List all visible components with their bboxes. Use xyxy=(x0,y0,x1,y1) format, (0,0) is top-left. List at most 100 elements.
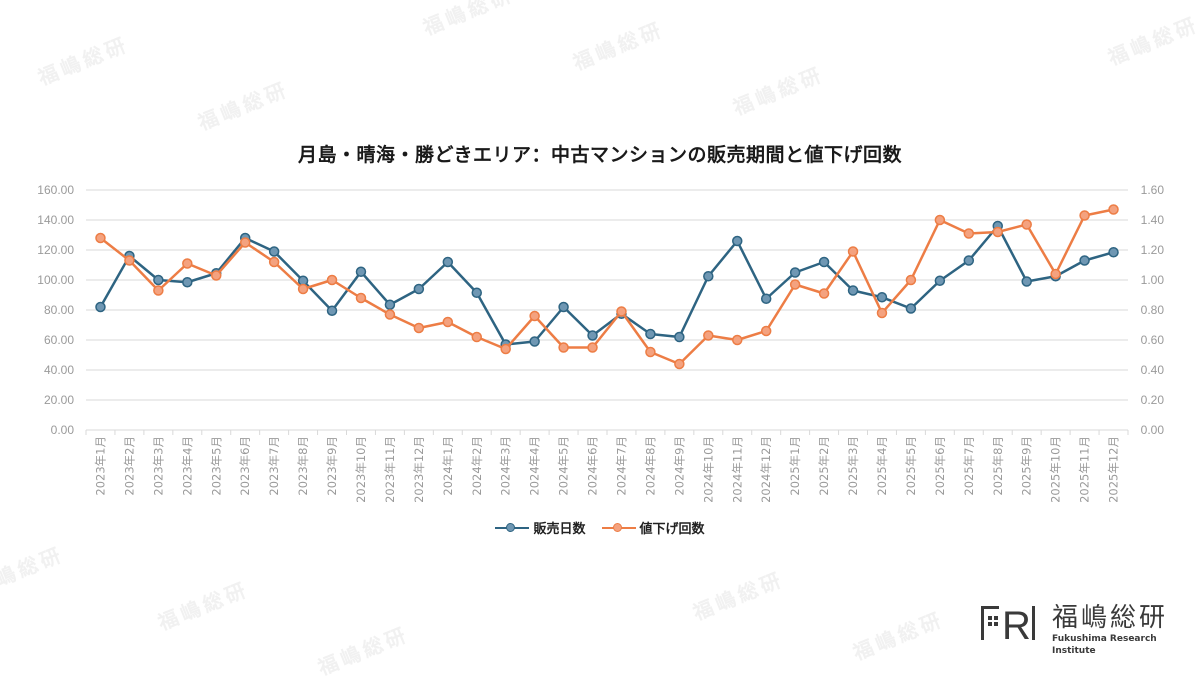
price-cuts-marker xyxy=(558,342,569,353)
y2-axis-tick-label: 0.80 xyxy=(1141,303,1165,317)
y2-axis-tick-label: 1.60 xyxy=(1141,183,1165,197)
legend-item-price-cuts: 値下げ回数 xyxy=(601,518,705,537)
sales-days-marker xyxy=(384,299,396,310)
sales-days-marker xyxy=(268,246,280,257)
sales-days-marker xyxy=(326,305,338,316)
logo-mark: R xyxy=(980,603,1044,643)
price-cuts-marker xyxy=(384,309,396,320)
price-cuts-marker xyxy=(153,285,164,296)
y-axis-tick-label: 140.00 xyxy=(37,213,74,227)
sales-days-marker xyxy=(529,336,540,347)
price-cuts-marker xyxy=(760,325,772,337)
sales-days-marker xyxy=(760,293,772,304)
price-cuts-marker xyxy=(963,228,975,239)
price-cuts-marker xyxy=(326,274,338,286)
y2-axis-tick-label: 0.00 xyxy=(1141,423,1165,437)
price-cuts-marker xyxy=(934,214,946,226)
price-cuts-marker xyxy=(732,334,743,346)
x-axis-tick-label: 2023年9月 xyxy=(325,436,339,496)
price-cuts-marker xyxy=(442,316,454,328)
x-axis-tick-label: 2025年2月 xyxy=(817,436,831,496)
x-axis-tick-label: 2025年6月 xyxy=(933,436,947,496)
y-axis-tick-label: 60.00 xyxy=(44,333,74,347)
y-axis-tick-label: 40.00 xyxy=(44,363,74,377)
price-cuts-marker xyxy=(413,322,425,334)
x-axis-tick-label: 2024年4月 xyxy=(528,436,542,496)
price-cuts-marker xyxy=(818,288,830,299)
price-cuts-marker xyxy=(211,270,222,281)
sales-days-marker xyxy=(789,267,801,278)
x-axis-tick-label: 2023年6月 xyxy=(238,436,252,496)
sales-days-marker xyxy=(847,285,859,296)
price-cuts-marker xyxy=(124,255,135,266)
sales-days-marker xyxy=(703,271,714,282)
price-cuts-marker xyxy=(587,342,598,353)
sales-days-marker xyxy=(732,235,743,247)
price-cuts-marker xyxy=(905,274,917,286)
price-cuts-marker xyxy=(297,283,309,295)
x-axis-tick-label: 2023年11月 xyxy=(383,436,397,503)
x-axis-tick-label: 2023年10月 xyxy=(354,436,368,503)
x-axis-tick-label: 2023年8月 xyxy=(296,436,310,496)
price-cuts-marker xyxy=(1021,219,1032,230)
sales-days-marker xyxy=(442,256,454,268)
logo-name-en: Fukushima Research Institute xyxy=(1052,634,1157,656)
y2-axis-tick-label: 1.00 xyxy=(1141,273,1165,287)
x-axis-tick-label: 2025年11月 xyxy=(1078,436,1092,503)
price-cuts-marker xyxy=(1050,268,1061,280)
price-cuts-marker xyxy=(268,256,280,268)
price-cuts-marker xyxy=(500,343,511,355)
y2-axis-tick-label: 0.60 xyxy=(1141,333,1165,347)
y-axis-tick-label: 160.00 xyxy=(37,183,74,197)
sales-days-marker xyxy=(1021,276,1032,287)
y2-axis-tick-label: 0.40 xyxy=(1141,363,1165,377)
sales-days-marker xyxy=(153,274,164,286)
sales-days-marker xyxy=(413,283,425,295)
sales-days-marker xyxy=(674,331,685,343)
legend-swatch-blue-icon xyxy=(495,522,530,534)
x-axis-tick-label: 2024年5月 xyxy=(557,436,571,496)
price-cuts-marker xyxy=(1108,204,1119,215)
legend-label: 値下げ回数 xyxy=(639,522,705,537)
svg-text:R: R xyxy=(1002,604,1032,643)
x-axis-tick-label: 2024年8月 xyxy=(643,436,657,496)
price-cuts-marker xyxy=(847,246,859,257)
fri-logo-icon: R xyxy=(981,604,1035,643)
price-cuts-marker xyxy=(182,258,193,269)
y2-axis-tick-label: 1.40 xyxy=(1141,213,1165,227)
x-axis-tick-label: 2023年3月 xyxy=(151,436,165,496)
x-axis-tick-label: 2023年2月 xyxy=(122,436,136,496)
x-axis-tick-label: 2024年2月 xyxy=(470,436,484,496)
y2-axis-tick-label: 1.20 xyxy=(1141,243,1165,257)
sales-days-marker xyxy=(95,301,106,313)
price-cuts-marker xyxy=(703,330,714,341)
sales-days-marker xyxy=(471,287,482,298)
y2-axis-tick-label: 0.20 xyxy=(1141,393,1165,407)
sales-days-marker xyxy=(1079,255,1090,266)
chart-title: 月島・晴海・勝どきエリア：中古マンションの販売期間と値下げ回数 xyxy=(298,144,902,166)
sales-days-marker xyxy=(645,328,656,340)
price-cuts-marker xyxy=(616,306,627,317)
x-axis-tick-label: 2025年4月 xyxy=(875,436,889,496)
x-axis-tick-label: 2025年8月 xyxy=(991,436,1005,496)
x-axis-tick-label: 2023年1月 xyxy=(93,436,107,496)
price-cuts-marker xyxy=(355,292,367,304)
price-cuts-line xyxy=(99,208,1114,366)
chart-legend: 販売日数 値下げ回数 xyxy=(0,518,1200,537)
y-axis-tick-label: 100.00 xyxy=(37,273,74,287)
logo-name-jp: 福嶋総研 xyxy=(1052,603,1169,633)
x-axis-tick-label: 2024年6月 xyxy=(586,436,600,496)
x-axis-tick-label: 2024年11月 xyxy=(730,436,744,503)
sales-days-marker xyxy=(963,255,975,266)
x-axis-tick-label: 2023年5月 xyxy=(209,436,223,496)
x-axis-tick-label: 2023年12月 xyxy=(412,436,426,503)
x-axis-tick-label: 2024年7月 xyxy=(614,436,628,496)
x-axis-tick-label: 2025年5月 xyxy=(904,436,918,496)
price-cuts-marker xyxy=(1079,210,1090,221)
price-cuts-marker xyxy=(529,310,540,322)
price-cuts-marker xyxy=(645,346,656,358)
price-cuts-marker xyxy=(674,358,685,370)
x-axis-tick-label: 2025年1月 xyxy=(788,436,802,496)
sales-days-marker xyxy=(558,301,569,313)
company-logo: R 福嶋総研 Fukushima Research Institute xyxy=(980,603,1200,657)
